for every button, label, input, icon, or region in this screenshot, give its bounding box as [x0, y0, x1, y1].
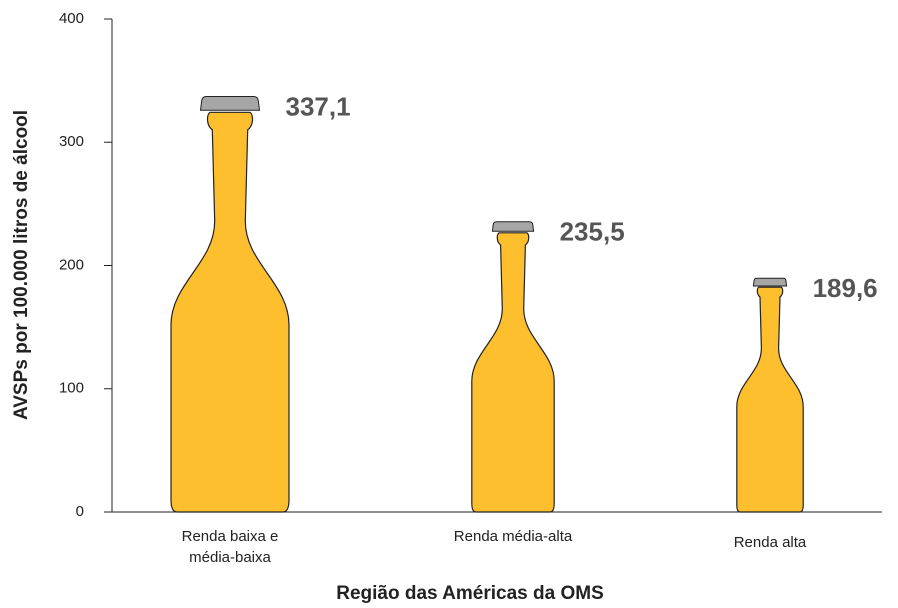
page: {"chart_data": {"type": "bottle-bar", "y…: [0, 0, 898, 608]
y-tick-label: 300: [59, 133, 84, 150]
chart: AVSPs por 100.000 litros de álcool Regiã…: [0, 0, 898, 608]
bottle-cap: [492, 222, 533, 232]
y-tick-label: 100: [59, 380, 84, 397]
y-tick-label: 200: [59, 256, 84, 273]
y-tick-label: 0: [76, 503, 84, 520]
value-label: 235,5: [560, 217, 625, 247]
x-tick-label: Renda alta: [690, 532, 850, 553]
y-axis-title: AVSPs por 100.000 litros de álcool: [11, 110, 32, 420]
bottle-cap: [753, 278, 786, 286]
y-tick-label: 400: [59, 10, 84, 27]
bottle: [171, 112, 289, 512]
bottle: [737, 287, 803, 512]
x-tick-label: Renda baixa e média-baixa: [170, 526, 290, 568]
value-label: 337,1: [285, 91, 350, 121]
x-tick-label: Renda média-alta: [433, 526, 593, 547]
value-label: 189,6: [813, 273, 878, 303]
bottle-cap: [201, 97, 260, 111]
x-axis-title: Região das Américas da OMS: [336, 583, 604, 604]
bottle: [472, 233, 554, 512]
